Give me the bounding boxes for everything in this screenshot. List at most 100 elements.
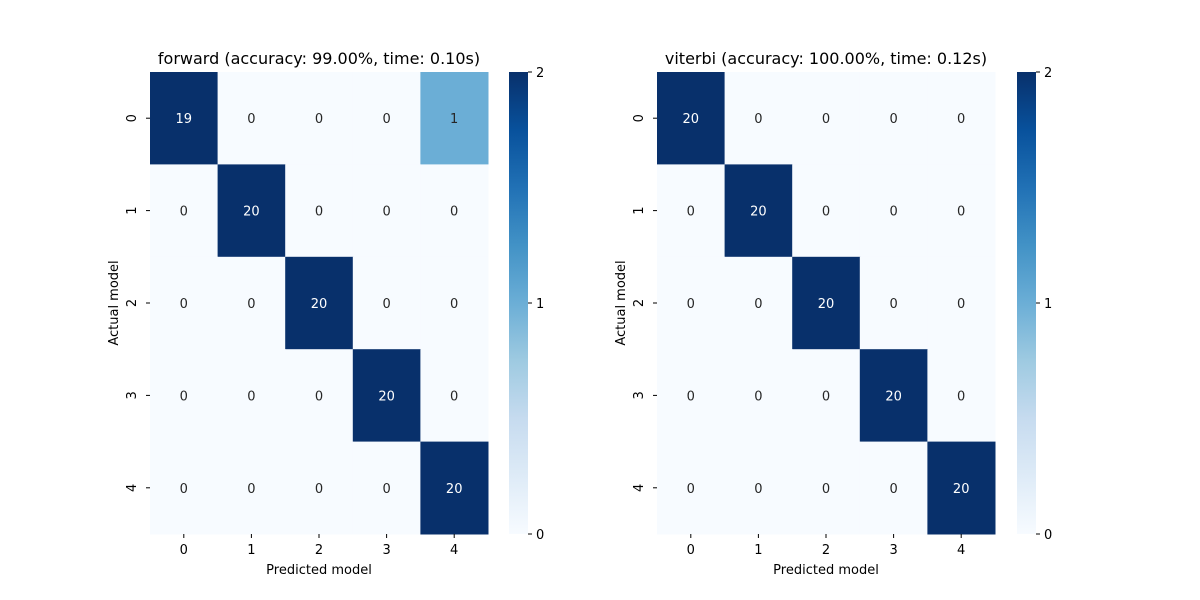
y-tick-label: 4 [632,484,647,492]
chart-title: forward (accuracy: 99.00%, time: 0.10s) [158,49,480,68]
y-axis-label: Actual model [107,260,122,345]
heatmap-cell [285,72,354,165]
y-tick-label: 1 [125,206,140,214]
heatmap-cell [859,349,928,443]
cell-value-label: 20 [885,389,902,404]
colorbar-tick-label: 1 [536,297,544,312]
heatmap-cell [792,349,861,443]
cell-value-label: 0 [247,297,255,312]
heatmap-cell [792,164,861,258]
cell-value-label: 0 [889,112,897,127]
cell-value-label: 0 [754,112,762,127]
cell-value-label: 0 [957,112,965,127]
heatmap-cell [285,441,354,535]
x-axis-label: Predicted model [773,563,879,578]
cell-value-label: 19 [176,112,193,127]
colorbar-tick-label: 0 [536,528,544,543]
x-axis-label: Predicted model [266,563,372,578]
cell-value-label: 0 [754,389,762,404]
colorbar-tick-label: 2 [536,66,544,81]
heatmap-cell [217,72,286,165]
heatmap-cell [792,441,861,535]
y-tick-label: 1 [632,206,647,214]
heatmap-cell [217,441,286,535]
heatmap-cell [217,164,286,258]
cell-value-label: 0 [247,389,255,404]
cell-value-label: 0 [247,482,255,497]
heatmap-cell [859,72,928,165]
heatmap-cell [927,349,996,443]
cell-value-label: 0 [889,205,897,220]
cell-value-label: 0 [315,112,323,127]
cell-value-label: 0 [822,389,830,404]
heatmap-cell [352,256,421,350]
cell-value-label: 0 [450,297,458,312]
heatmap-cell [724,72,793,165]
colorbar [509,72,528,534]
heatmap-cell [859,164,928,258]
y-tick-label: 3 [632,391,647,399]
heatmap-cell [792,72,861,165]
cell-value-label: 1 [450,112,458,127]
cell-value-label: 0 [957,297,965,312]
heatmap-cell [657,441,726,535]
heatmap-cell [420,349,489,443]
heatmap-cell [657,164,726,258]
heatmap-cell [420,72,489,165]
y-tick-label: 3 [125,391,140,399]
colorbar-tick-label: 0 [1044,528,1052,543]
heatmap-cell [859,441,928,535]
heatmap-cell [352,72,421,165]
x-tick-label: 0 [180,543,188,558]
colorbar-tick-label: 1 [1044,297,1052,312]
cell-value-label: 0 [687,297,695,312]
heatmap-cell [217,349,286,443]
cell-value-label: 0 [687,205,695,220]
cell-value-label: 0 [822,482,830,497]
heatmap-cell [150,164,219,258]
heatmap-cell [792,256,861,350]
cell-value-label: 0 [382,482,390,497]
cell-value-label: 0 [180,389,188,404]
cell-value-label: 20 [818,297,835,312]
heatmap-cell [150,72,219,165]
y-tick-label: 4 [125,484,140,492]
y-tick-label: 0 [125,114,140,122]
x-tick-label: 1 [754,543,762,558]
heatmap-cell [724,256,793,350]
cell-value-label: 0 [957,389,965,404]
cell-value-label: 20 [378,389,395,404]
cell-value-label: 20 [446,482,463,497]
cell-value-label: 0 [754,482,762,497]
heatmap-cell [285,349,354,443]
colorbar [1017,72,1036,534]
cell-value-label: 0 [382,112,390,127]
cell-value-label: 20 [311,297,328,312]
y-tick-label: 2 [125,299,140,307]
heatmap-cell [724,441,793,535]
cell-value-label: 20 [750,205,767,220]
heatmap-cell [420,256,489,350]
cell-value-label: 0 [382,205,390,220]
heatmap-cell [150,441,219,535]
cell-value-label: 0 [822,112,830,127]
x-tick-label: 4 [450,543,458,558]
colorbar-tick-label: 2 [1044,66,1052,81]
cell-value-label: 0 [822,205,830,220]
heatmap-cell [927,441,996,535]
cell-value-label: 0 [315,389,323,404]
cell-value-label: 0 [687,389,695,404]
cell-value-label: 20 [683,112,700,127]
heatmap-cell [285,256,354,350]
x-tick-label: 2 [822,543,830,558]
heatmap-cell [352,349,421,443]
chart-title: viterbi (accuracy: 100.00%, time: 0.12s) [665,49,987,68]
x-tick-label: 2 [315,543,323,558]
viterbi-heatmap-panel: 20 0 0 0 00 20 0 0 00 0 20 0 00 0 0 20 00 0 0 0 200 1 2 3 401234… [614,49,1052,578]
cell-value-label: 0 [754,297,762,312]
x-tick-label: 3 [889,543,897,558]
heatmap-cell [724,164,793,258]
heatmap-cell [420,164,489,258]
cell-value-label: 0 [889,297,897,312]
